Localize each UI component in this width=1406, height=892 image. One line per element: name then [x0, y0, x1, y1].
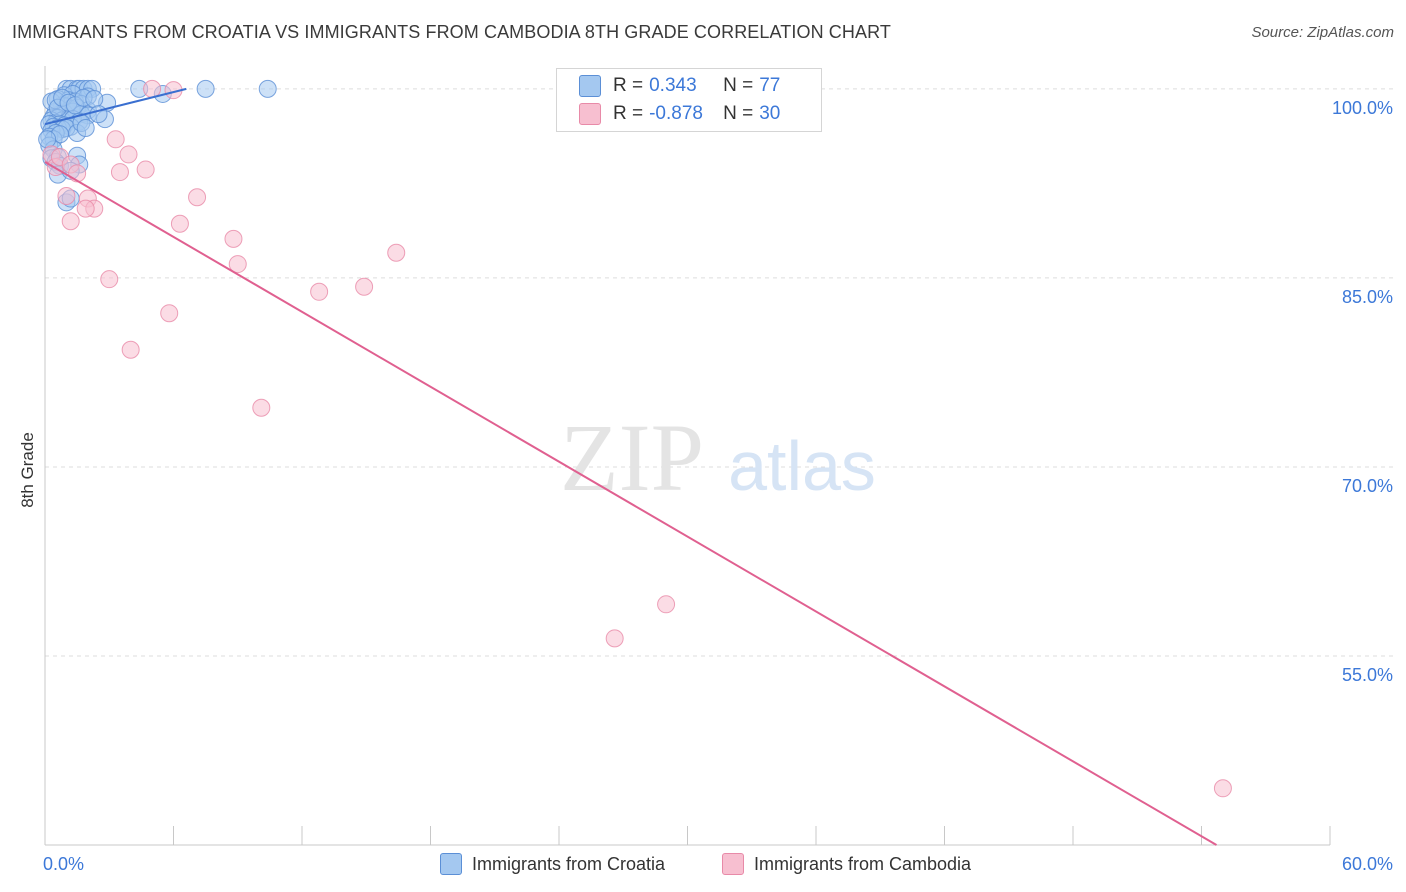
- legend-row-cambodia: R = -0.878 N = 30: [579, 101, 780, 127]
- cambodia-point: [605, 629, 624, 648]
- cambodia-point: [252, 398, 271, 417]
- cambodia-point: [310, 282, 329, 301]
- croatia-trend-line: [44, 87, 187, 126]
- cambodia-n-value: 30: [759, 103, 781, 124]
- cambodia-swatch: [579, 103, 601, 125]
- y-tick-label: 100.0%: [1332, 98, 1393, 118]
- cambodia-point: [143, 79, 162, 98]
- source-credit: Source: ZipAtlas.com: [1251, 24, 1394, 41]
- croatia-legend-swatch: [440, 853, 462, 875]
- cambodia-point: [160, 304, 179, 323]
- cambodia-trend-line: [44, 161, 1217, 846]
- y-tick-label: 55.0%: [1342, 665, 1393, 685]
- x-tick-label-max: 60.0%: [1342, 854, 1393, 874]
- cambodia-point: [76, 199, 95, 218]
- cambodia-point: [387, 243, 406, 262]
- cambodia-point: [657, 595, 676, 614]
- cambodia-legend-swatch: [722, 853, 744, 875]
- tick-label-layer: 55.0% 70.0% 85.0% 100.0% 0.0% 60.0%: [43, 98, 1393, 874]
- croatia-point: [196, 79, 215, 98]
- cambodia-point: [224, 229, 243, 248]
- r-label: R =: [613, 103, 644, 124]
- cambodia-point: [1213, 779, 1232, 798]
- croatia-r-value: 0.343: [649, 75, 697, 96]
- correlation-legend: R = 0.343 N = 77 R = -0.878 N = 30: [556, 68, 822, 132]
- cambodia-point: [100, 270, 119, 289]
- croatia-point: [85, 89, 104, 108]
- cambodia-point: [188, 188, 207, 207]
- legend-row-croatia: R = 0.343 N = 77: [579, 73, 780, 99]
- watermark: ZIP atlas: [560, 404, 876, 511]
- y-tick-label: 85.0%: [1342, 287, 1393, 307]
- croatia-legend-label: Immigrants from Croatia: [472, 853, 666, 874]
- croatia-point: [76, 118, 95, 137]
- croatia-swatch: [579, 75, 601, 97]
- croatia-point: [38, 130, 57, 149]
- chart-title: IMMIGRANTS FROM CROATIA VS IMMIGRANTS FR…: [12, 22, 891, 42]
- cambodia-point: [61, 212, 80, 231]
- croatia-point: [89, 105, 108, 124]
- cambodia-point: [106, 130, 125, 149]
- y-tick-label: 70.0%: [1342, 476, 1393, 496]
- x-tick-label-min: 0.0%: [43, 854, 84, 874]
- bottom-legend-croatia: Immigrants from Croatia: [440, 850, 665, 878]
- n-label: N =: [723, 75, 754, 96]
- cambodia-point: [119, 145, 138, 164]
- axis-layer: [44, 66, 1331, 846]
- cambodia-point: [121, 340, 140, 359]
- cambodia-point: [68, 164, 87, 183]
- grid-layer: [45, 88, 1395, 657]
- cambodia-point: [228, 255, 247, 274]
- watermark-zip: ZIP: [560, 404, 704, 511]
- cambodia-point: [136, 160, 155, 179]
- cambodia-point: [170, 214, 189, 233]
- croatia-point: [258, 79, 277, 98]
- trend-layer: [44, 87, 1217, 846]
- cambodia-point: [110, 163, 129, 182]
- points-layer: [38, 79, 1232, 798]
- bottom-legend-cambodia: Immigrants from Cambodia: [722, 850, 971, 878]
- n-label: N =: [723, 103, 754, 124]
- cambodia-legend-label: Immigrants from Cambodia: [754, 853, 972, 874]
- cambodia-point: [57, 187, 76, 206]
- watermark-atlas: atlas: [728, 427, 876, 505]
- r-label: R =: [613, 75, 644, 96]
- croatia-n-value: 77: [759, 75, 781, 96]
- cambodia-r-value: -0.878: [649, 103, 703, 124]
- cambodia-point: [355, 277, 374, 296]
